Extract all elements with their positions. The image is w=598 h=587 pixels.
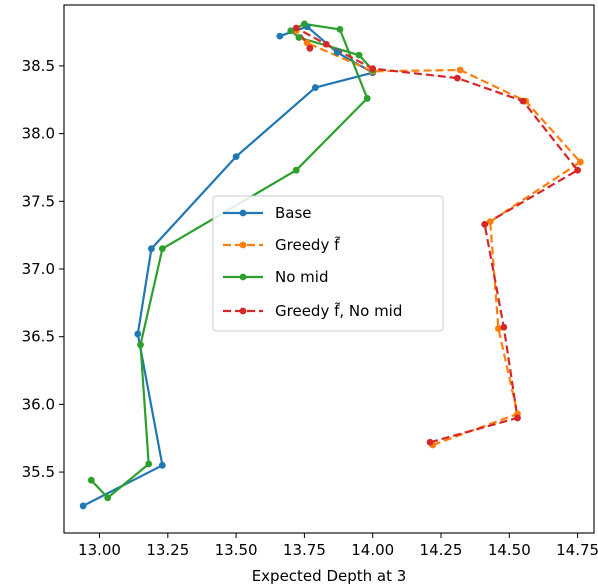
x-axis-ticks: 13.00 13.25 13.50 13.75 14.00 14.25 14.50 14.75 [78, 533, 598, 559]
legend-entry: Greedy f̃, No mid [275, 301, 402, 320]
series-point-1 [486, 218, 494, 226]
series-point-3 [322, 40, 330, 48]
series-point-0 [311, 84, 319, 91]
series-point-3 [454, 74, 461, 82]
series-point-3 [519, 97, 527, 105]
legend-marker [239, 307, 247, 315]
series-point-3 [369, 65, 377, 73]
series-line-1 [295, 29, 582, 447]
series-point-2 [145, 460, 153, 468]
series-point-2 [104, 494, 112, 502]
series-point-0 [276, 32, 284, 40]
series-line-0 [82, 25, 374, 507]
series-markers [79, 20, 584, 510]
series-point-0 [232, 153, 240, 161]
series-point-2 [336, 25, 344, 33]
series-point-2 [363, 95, 371, 102]
y-tick-label: 38.0 [22, 125, 55, 143]
series-point-2 [287, 27, 295, 35]
y-axis-ticks: 35.5 36.0 36.5 37.0 37.5 38.0 38.5 [22, 57, 64, 481]
x-tick-label: 13.75 [283, 541, 326, 559]
series-point-3 [292, 24, 300, 32]
legend-entry: Greedy f̃ [275, 235, 340, 254]
legend-marker [239, 209, 247, 217]
x-tick-label: 13.50 [215, 541, 258, 559]
series-point-3 [426, 438, 434, 446]
x-axis-label: Expected Depth at 3 [252, 567, 407, 585]
y-tick-label: 36.0 [22, 395, 55, 413]
series-point-3 [574, 166, 582, 174]
series-point-3 [481, 220, 489, 228]
legend-box [212, 195, 444, 332]
series-point-1 [456, 66, 464, 74]
series-point-0 [79, 502, 87, 510]
x-tick-label: 14.25 [420, 541, 463, 559]
series-point-0 [148, 245, 155, 253]
series-point-3 [514, 414, 521, 422]
y-tick-label: 37.0 [22, 260, 55, 278]
series-point-2 [292, 166, 300, 174]
legend-marker [239, 241, 247, 249]
x-tick-label: 13.00 [78, 541, 121, 559]
series-point-3 [500, 323, 508, 331]
series-point-1 [494, 325, 502, 332]
series-point-3 [306, 44, 314, 52]
y-tick-label: 36.5 [22, 328, 55, 346]
series-point-1 [576, 158, 584, 166]
y-tick-label: 37.5 [22, 192, 55, 210]
legend: Base Greedy f̃ No mid Greedy f̃, No mid [212, 195, 444, 332]
x-tick-label: 14.00 [351, 541, 394, 559]
series-point-2 [158, 245, 166, 253]
legend-entry: No mid [275, 268, 328, 286]
series-point-0 [134, 330, 142, 338]
series-point-2 [355, 51, 363, 59]
series-point-2 [295, 34, 303, 41]
series-point-1 [303, 39, 311, 47]
x-tick-label: 13.25 [146, 541, 189, 559]
x-tick-label: 14.75 [556, 541, 598, 559]
legend-marker [239, 273, 247, 281]
legend-entry: Base [275, 204, 312, 222]
series-point-0 [158, 461, 166, 469]
y-tick-label: 38.5 [22, 57, 55, 75]
series-point-0 [333, 48, 341, 56]
x-tick-label: 14.50 [488, 541, 531, 559]
y-tick-label: 35.5 [22, 463, 55, 481]
series-point-2 [137, 341, 144, 349]
series-point-2 [301, 20, 308, 28]
series-point-2 [87, 476, 95, 484]
